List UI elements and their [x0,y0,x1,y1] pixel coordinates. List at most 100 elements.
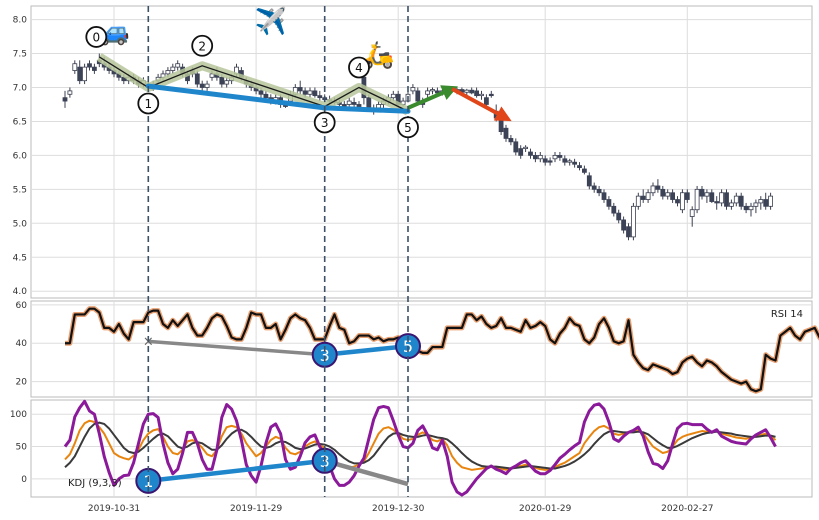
candle-up [204,83,210,88]
candle-up [390,93,396,99]
candle-down [743,205,749,211]
rsi-y-ticks: 60 40 20 [16,301,28,388]
candle-down [258,90,264,95]
candle-down [513,141,519,153]
candle-down [660,188,666,197]
candle-up [753,202,759,207]
candle-up [748,205,754,211]
projection-arrow-down [451,87,512,122]
candle-down [763,199,769,207]
candle-up [479,93,484,97]
candle-down [684,192,690,200]
kdj-label: KDJ (9,3,3) [68,478,122,489]
candle-down [533,154,538,160]
candle-up [729,202,734,207]
candle-down [572,161,577,165]
rsi-divergence-line-blue [324,343,409,357]
candle-down [596,188,602,194]
candle-up [307,90,313,95]
candle-up [768,195,773,207]
candle-down [87,63,92,68]
candle-down [194,73,200,85]
candle-down [483,97,489,105]
candle-down [62,97,68,102]
rsi-label: RSI 14 [771,309,803,320]
candle-down [699,188,705,197]
price-y-tick-label: 7.0 [13,83,28,93]
candle-down [263,93,269,99]
candle-down [528,151,533,156]
candle-down [434,90,440,94]
candle-down [562,158,568,163]
kdj-y-tick-label: 100 [10,410,27,420]
candle-up [567,160,573,163]
candle-up [733,195,739,204]
candle-down [498,117,504,133]
candle-down [611,205,617,214]
candle-down [317,95,323,99]
candle-up [165,70,171,75]
candle-up [430,89,435,92]
candle-up [82,66,87,82]
price-panel: 8.07.57.06.56.05.55.04.54.0 🚙 ✈️🛵 [13,5,813,299]
candle-up [650,185,656,194]
wave-marker-circle [191,34,214,57]
candle-up [537,154,543,160]
price-y-tick-label: 7.5 [13,50,27,60]
candle-down [297,87,303,92]
candle-down [655,185,661,190]
candle-down [621,219,626,231]
candle-down [547,160,553,163]
candle-down [488,93,494,97]
candle-down [518,148,524,156]
kdj-divergence-line-gray [324,458,409,487]
kdj-divergence-line-blue [148,458,325,484]
x-tick-label: 2020-01-29 [519,504,572,514]
rsi-grid [31,301,812,397]
price-y-tick-label: 5.0 [13,219,28,229]
airplane-icon: ✈️ [255,5,287,37]
candle-down [542,158,548,163]
x-tick-label: 2019-10-31 [88,504,140,514]
candle-down [469,89,475,94]
wave-marker-label: 0 [92,30,100,44]
candle-down [709,192,715,202]
candle-up [209,73,215,78]
wave-marker-label: 3 [321,116,329,130]
x-tick-label: 2019-12-30 [372,504,425,514]
wave-marker-circle [85,26,108,48]
wave-marker-label: 1 [144,97,152,111]
candle-up [645,192,651,200]
candle-down [586,175,592,187]
wave-marker-circle [348,56,370,79]
price-panel-frame [30,5,813,299]
wave-marker-label: 5 [404,121,412,135]
candle-up [346,100,352,105]
candle-down [606,199,612,207]
projection-arrow-up [407,85,458,110]
rsi-y-tick-label: 60 [16,301,28,311]
candle-up [67,90,73,95]
candle-up [175,63,181,68]
x-tick-label: 2020-02-27 [661,504,713,514]
wave-marker-label: 4 [355,61,363,75]
kdj-y-ticks: 100 50 0 [10,410,27,485]
candle-up [376,104,382,109]
candle-down [582,168,587,173]
candle-up [464,89,470,93]
wave-marker-circle [397,116,419,139]
kdj-y-tick-label: 0 [21,475,27,485]
candle-down [219,76,225,85]
candle-down [670,192,675,200]
candle-up [410,87,416,92]
candle-down [616,212,622,221]
price-y-tick-label: 4.0 [13,287,28,297]
candle-up [170,66,176,71]
rsi-divergence-line-gray [148,339,325,357]
candle-down [199,83,205,88]
rsi-y-tick-label: 40 [16,339,28,349]
x-axis-ticks: 2019-10-31 2019-11-29 2019-12-30 2020-01-29… [88,504,714,514]
rsi-line [65,307,819,393]
